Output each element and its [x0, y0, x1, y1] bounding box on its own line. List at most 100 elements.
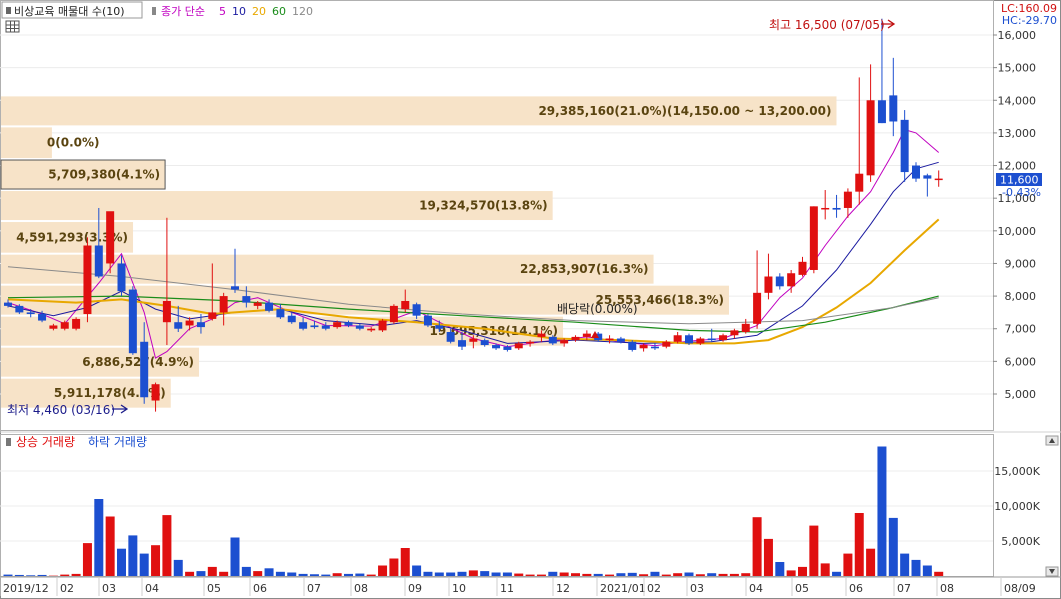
volume-bar — [559, 572, 569, 576]
candle — [582, 330, 591, 341]
x-tick-label: 08 — [940, 582, 954, 595]
volume-bar — [650, 571, 660, 576]
candle-body — [787, 273, 796, 287]
volume-bar — [684, 572, 694, 576]
date-axis: 2019/12 02 03 04 05 06 07 08 09 10 11 12 2021/01 02 03… — [0, 576, 1061, 596]
candle-body — [832, 207, 841, 210]
candle-body — [480, 340, 489, 346]
scroll-up-icon[interactable] — [1045, 435, 1059, 446]
ma-legend-60: 60 — [272, 5, 286, 18]
x-tick-label: 2019/12 — [3, 582, 49, 595]
y-tick-label: 13,000 — [998, 127, 1037, 140]
volume-profile-label: 22,853,907(16.3%) — [520, 262, 649, 276]
candle-body — [923, 175, 932, 179]
x-tick-label: 08 — [354, 582, 368, 595]
candle-body — [571, 336, 580, 341]
ma-legend-10: 10 — [232, 5, 246, 18]
candle — [866, 64, 875, 182]
volume-profile-bar — [1, 96, 837, 126]
candle-body — [582, 333, 591, 337]
candle-body — [208, 312, 217, 319]
volume-bar — [491, 572, 501, 576]
volume-bar — [582, 573, 592, 576]
volume-bar — [264, 568, 274, 576]
volume-bar — [707, 573, 717, 576]
candle — [696, 336, 705, 346]
volume-bar — [71, 573, 81, 576]
candle — [378, 318, 387, 332]
volume-profile-label: 5,911,178(4.2%) — [54, 386, 166, 400]
candle — [162, 217, 171, 346]
volume-bar — [934, 571, 944, 576]
candle — [72, 317, 81, 331]
current-change: -0.43% — [1002, 186, 1041, 199]
x-tick-label: 04 — [145, 582, 159, 595]
candle — [628, 340, 637, 352]
volume-bar — [94, 499, 104, 576]
candle — [321, 322, 330, 331]
table-icon[interactable] — [5, 20, 20, 33]
volume-bar — [378, 565, 388, 576]
volume-bar — [321, 574, 331, 576]
candle-body — [696, 338, 705, 344]
volume-bar — [775, 562, 785, 576]
candle-body — [650, 346, 659, 349]
volume-bar — [866, 548, 876, 576]
volume-bar — [14, 574, 24, 576]
candle — [809, 206, 818, 274]
volume-bar — [798, 566, 807, 576]
candle-body — [537, 333, 546, 337]
scroll-down-icon[interactable] — [1045, 566, 1059, 577]
volume-bar — [151, 545, 161, 576]
volume-bar — [366, 574, 376, 576]
volume-bar — [173, 559, 183, 576]
x-tick-label: 05 — [795, 582, 809, 595]
candle-body — [344, 322, 353, 326]
volume-bar — [344, 573, 353, 576]
y-tick-label: 16,000 — [998, 29, 1037, 42]
candle — [469, 335, 478, 349]
candle-body — [753, 292, 762, 324]
volume-profile-zones: 29,385,160(21.0%)(14,150.00 ~ 13,200.00)… — [0, 96, 837, 408]
volume-bar — [3, 574, 13, 576]
candle-body — [15, 305, 24, 313]
volume-bar — [616, 573, 626, 576]
candle — [741, 318, 750, 334]
volume-bar — [673, 573, 683, 576]
ma-legend-5: 5 — [219, 5, 226, 18]
volume-tick-label: 15,000K — [994, 465, 1040, 478]
volume-bar — [661, 574, 671, 576]
volume-bar — [922, 565, 932, 576]
candle-body — [38, 314, 47, 321]
candle-body — [673, 335, 682, 342]
volume-bar — [514, 573, 524, 576]
volume-bar — [786, 570, 796, 576]
volume-profile-label: 4,591,293(3.3%) — [16, 230, 128, 244]
y-tick-label: 14,000 — [998, 94, 1037, 107]
low-marker-label: 최저 4,460 (03/16) — [7, 403, 115, 417]
candle — [855, 77, 864, 205]
candle-body — [548, 336, 557, 344]
candle-body — [140, 341, 149, 398]
candle-body — [219, 296, 228, 313]
candle-body — [253, 302, 262, 306]
volume-profile-label: 29,385,160(21.0%)(14,150.00 ~ 13,200.00) — [538, 104, 831, 118]
candle-body — [821, 207, 830, 210]
indicator-legend-box[interactable] — [1, 1, 143, 19]
y-tick-label: 12,000 — [998, 160, 1037, 173]
candle-body — [72, 318, 81, 329]
high-arrow-icon — [881, 19, 896, 29]
candle-body — [367, 328, 376, 331]
volume-bar — [627, 572, 637, 576]
y-tick-label: 8,000 — [1005, 290, 1037, 303]
candle — [571, 335, 580, 342]
candle-body — [934, 178, 943, 181]
volume-bar — [434, 572, 444, 576]
volume-bar — [877, 446, 887, 576]
candle — [707, 328, 716, 342]
candle — [719, 333, 728, 342]
candle — [446, 328, 455, 344]
candle — [401, 289, 410, 313]
candle-body — [866, 100, 875, 176]
volume-bar — [593, 573, 603, 576]
